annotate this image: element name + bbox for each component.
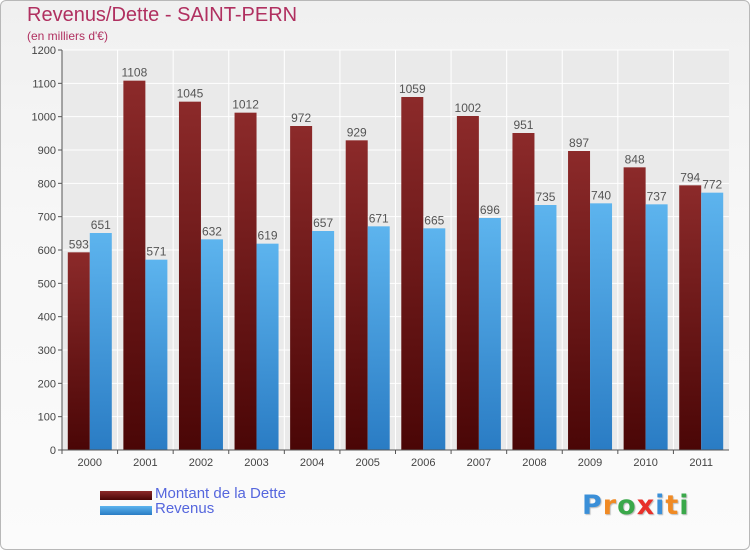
chart-title: Revenus/Dette - SAINT-PERN [27, 4, 298, 26]
bar-debt [568, 151, 591, 450]
data-label-debt: 1059 [399, 82, 426, 96]
x-tick-label: 2004 [300, 457, 324, 469]
y-tick-label: 1200 [32, 45, 56, 57]
x-tick-label: 2006 [411, 457, 435, 469]
bar-revenus [145, 259, 168, 450]
x-tick-label: 2007 [467, 457, 491, 469]
logo-letter: r [602, 490, 618, 521]
bar-revenus [590, 203, 613, 450]
x-tick-label: 2005 [355, 457, 379, 469]
bar-debt [623, 167, 646, 451]
x-tick-label: 2002 [189, 457, 213, 469]
legend-label-revenus: Revenus [155, 500, 215, 517]
data-label-revenus: 657 [313, 216, 333, 230]
axes: 0 100 200 300 400 500 600 700 800 900 1000 1100 1200… [32, 45, 729, 469]
data-label-debt: 1045 [177, 87, 204, 101]
y-tick-label: 500 [38, 278, 56, 290]
data-label-revenus: 651 [91, 218, 111, 232]
legend-label-debt: Montant de la Dette [155, 485, 286, 502]
bar-debt [234, 112, 257, 451]
x-tick-label: 2009 [578, 457, 602, 469]
data-label-revenus: 696 [480, 203, 500, 217]
logo-letter: i [679, 490, 690, 521]
data-label-debt: 951 [513, 118, 533, 132]
data-label-debt: 848 [625, 152, 645, 166]
x-tick-label: 2008 [522, 457, 546, 469]
y-tick-label: 700 [38, 212, 56, 224]
bar-revenus [89, 233, 112, 450]
bar-revenus [645, 204, 668, 450]
y-tick-label: 800 [38, 178, 56, 190]
bar-revenus [312, 231, 335, 450]
y-tick-label: 200 [38, 378, 56, 390]
y-tick-label: 0 [50, 445, 56, 457]
y-tick-label: 600 [38, 245, 56, 257]
logo-letter: o [617, 490, 637, 521]
data-label-revenus: 772 [702, 178, 722, 192]
data-label-revenus: 740 [591, 188, 611, 202]
data-label-revenus: 571 [146, 245, 166, 259]
bar-revenus [478, 218, 501, 450]
x-tick-label: 2011 [689, 457, 713, 469]
data-label-revenus: 665 [424, 213, 444, 227]
bar-debt [456, 116, 479, 450]
bar-revenus [367, 226, 390, 450]
bar-debt [679, 185, 702, 451]
data-label-debt: 593 [69, 237, 89, 251]
bars [67, 80, 724, 451]
logo-letter: t [665, 490, 680, 521]
chart-subtitle: (en milliers d'€) [27, 29, 108, 43]
bar-revenus [701, 192, 724, 450]
bar-revenus [423, 228, 446, 450]
bar-revenus [534, 205, 557, 450]
data-label-debt: 794 [680, 170, 700, 184]
data-label-revenus: 619 [258, 229, 278, 243]
logo-letter: i [655, 490, 666, 521]
bar-debt [67, 252, 90, 450]
data-label-revenus: 737 [647, 189, 667, 203]
data-label-debt: 929 [347, 125, 367, 139]
logo-letter: x [636, 490, 656, 521]
x-tick-label: 2001 [133, 457, 157, 469]
legend-swatch-debt [100, 491, 152, 500]
bar-debt [401, 97, 424, 450]
data-label-debt: 1002 [455, 101, 482, 115]
bar-revenus [256, 243, 279, 450]
logo-letter: P [582, 490, 603, 521]
y-tick-label: 1100 [32, 78, 56, 90]
y-tick-label: 900 [38, 145, 56, 157]
data-label-debt: 897 [569, 136, 589, 150]
bar-debt [123, 80, 146, 451]
bar-debt [290, 126, 313, 450]
data-label-debt: 1108 [121, 66, 147, 80]
bar-revenus [200, 239, 223, 450]
data-label-debt: 972 [291, 111, 311, 125]
y-tick-label: 1000 [32, 112, 56, 124]
y-tick-label: 100 [38, 412, 56, 424]
legend-swatch-revenus [100, 506, 152, 515]
x-tick-label: 2000 [78, 457, 102, 469]
x-tick-label: 2003 [244, 457, 268, 469]
data-label-revenus: 671 [369, 211, 389, 225]
bar-debt [512, 133, 535, 450]
data-label-revenus: 735 [535, 190, 555, 204]
y-tick-label: 300 [38, 345, 56, 357]
grid-lines [62, 49, 729, 450]
x-tick-label: 2010 [633, 457, 657, 469]
bar-debt [345, 140, 368, 451]
data-label-revenus: 632 [202, 224, 222, 238]
data-label-debt: 1012 [232, 98, 259, 112]
y-tick-label: 400 [38, 312, 56, 324]
bar-debt [178, 101, 201, 451]
proxiti-logo: Proxiti [582, 490, 690, 521]
